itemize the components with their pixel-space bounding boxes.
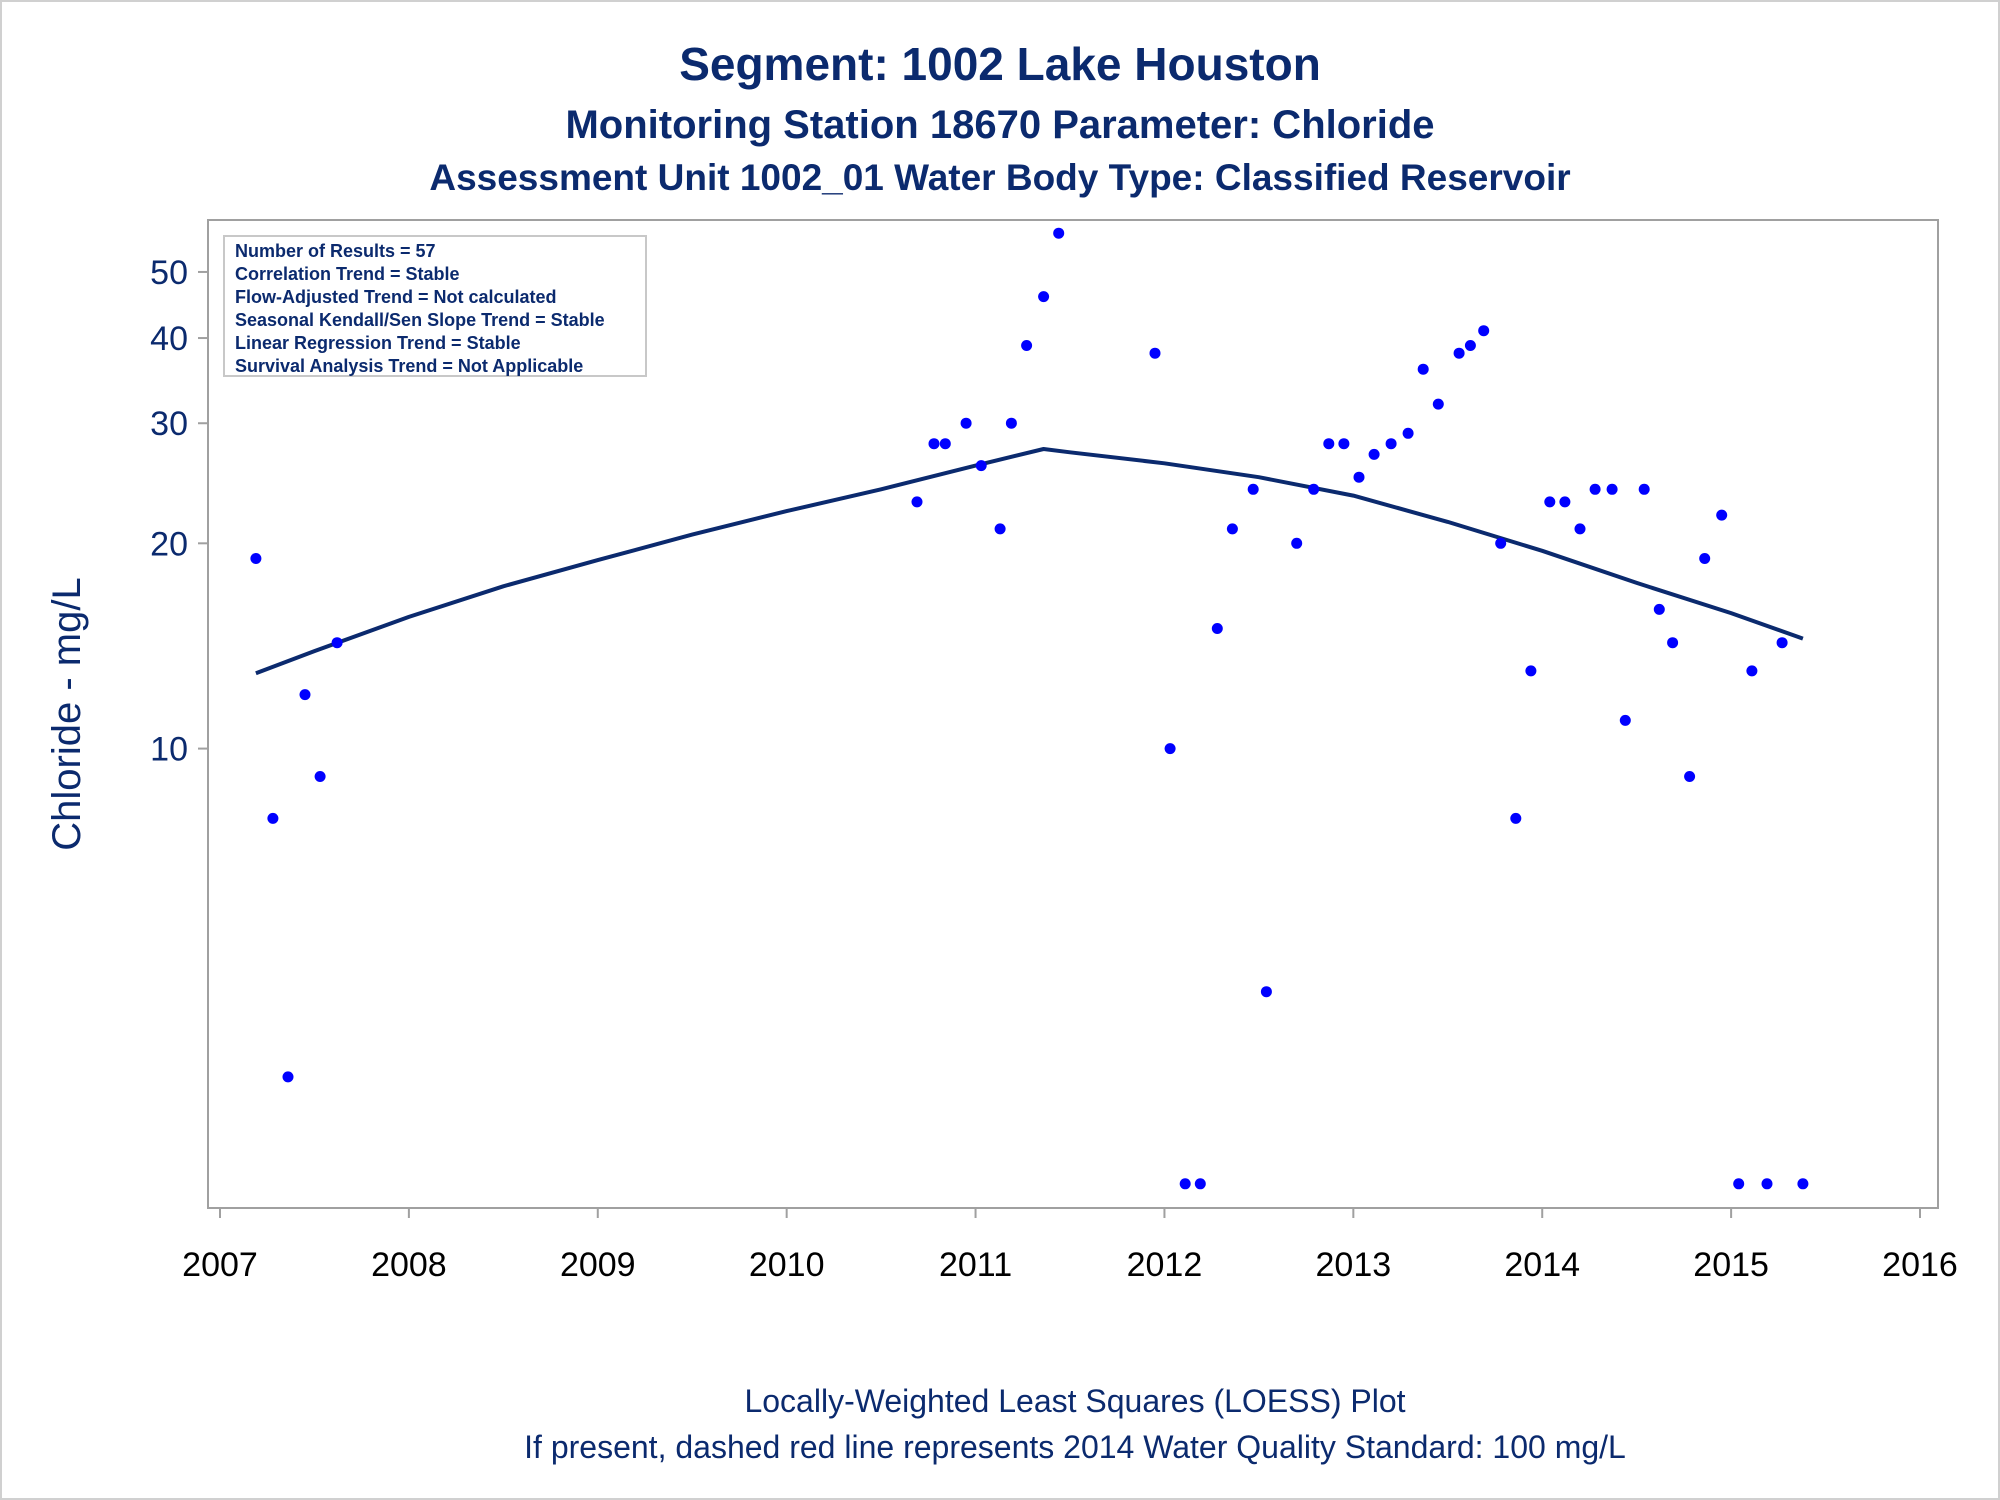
- data-point: [960, 417, 972, 429]
- data-point: [299, 689, 311, 701]
- data-point: [1417, 363, 1429, 375]
- stats-box-border: [223, 235, 647, 377]
- data-point: [1638, 483, 1650, 495]
- data-point: [1038, 291, 1050, 303]
- data-point: [331, 637, 343, 649]
- x-tick-label: 2015: [1693, 1246, 1769, 1284]
- data-point: [975, 460, 987, 472]
- y-tick-label: 20: [150, 525, 188, 563]
- data-point: [1308, 483, 1320, 495]
- data-point: [1021, 340, 1033, 351]
- data-point: [939, 438, 951, 450]
- data-point: [1544, 496, 1556, 508]
- data-point: [1053, 227, 1065, 239]
- x-tick-label: 2007: [182, 1246, 258, 1284]
- data-points: [250, 227, 1809, 1190]
- data-point: [1368, 448, 1380, 460]
- data-point: [1761, 1178, 1773, 1190]
- x-tick-label: 2014: [1504, 1246, 1580, 1284]
- data-point: [1164, 743, 1176, 755]
- data-point: [1323, 438, 1335, 450]
- x-tick-label: 2008: [371, 1246, 447, 1284]
- data-point: [1291, 537, 1303, 549]
- data-point: [1699, 553, 1711, 564]
- data-point: [1453, 347, 1465, 359]
- data-point: [1260, 986, 1272, 998]
- data-point: [928, 438, 940, 450]
- stat-survival-analysis-trend: Survival Analysis Trend = Not Applicable: [235, 356, 583, 376]
- data-point: [1510, 812, 1522, 824]
- data-point: [267, 812, 279, 824]
- data-point: [1495, 537, 1507, 549]
- chart-title: Segment: 1002 Lake Houston: [679, 38, 1321, 90]
- data-point: [314, 771, 326, 782]
- data-point: [1589, 483, 1601, 495]
- data-point: [1619, 714, 1631, 726]
- x-tick-label: 2009: [560, 1246, 636, 1284]
- y-tick-label: 30: [150, 405, 188, 443]
- data-point: [1338, 438, 1350, 450]
- x-tick-label: 2012: [1127, 1246, 1203, 1284]
- data-point: [1667, 637, 1679, 649]
- x-tick-label: 2013: [1316, 1246, 1392, 1284]
- y-tick-label: 50: [150, 254, 188, 292]
- chart-subtitle: Monitoring Station 18670 Parameter: Chlo…: [565, 103, 1434, 147]
- data-point: [1432, 398, 1444, 410]
- stat-correlation-trend: Correlation Trend = Stable: [235, 264, 460, 284]
- x-tick-label: 2016: [1882, 1246, 1958, 1284]
- stat-number-of-results: Number of Results = 57: [235, 241, 436, 261]
- data-point: [1797, 1178, 1809, 1190]
- data-point: [250, 553, 262, 564]
- x-tick-label: 2010: [749, 1246, 825, 1284]
- data-point: [1211, 623, 1223, 634]
- data-point: [1353, 471, 1365, 483]
- data-point: [1733, 1178, 1745, 1190]
- data-point: [1464, 340, 1476, 351]
- data-point: [1559, 496, 1571, 508]
- data-point: [1684, 771, 1696, 782]
- chart-subtitle-2: Assessment Unit 1002_01 Water Body Type:…: [429, 157, 1570, 198]
- loess-trend: [255, 447, 1804, 676]
- stat-flow-adjusted-trend: Flow-Adjusted Trend = Not calculated: [235, 287, 557, 307]
- data-point: [1194, 1178, 1206, 1190]
- loess-line: [255, 447, 1804, 676]
- footnote-loess: Locally-Weighted Least Squares (LOESS) P…: [744, 1383, 1405, 1419]
- y-axis: 10 20 30 40 50: [150, 254, 208, 769]
- data-point: [1149, 347, 1161, 359]
- data-point: [911, 496, 923, 508]
- data-point: [1478, 325, 1490, 337]
- data-point: [1247, 483, 1259, 495]
- y-tick-label: 40: [150, 320, 188, 358]
- data-point: [1226, 523, 1238, 535]
- x-tick-label: 2011: [939, 1246, 1012, 1284]
- stat-seasonal-kendall-trend: Seasonal Kendall/Sen Slope Trend = Stabl…: [235, 310, 605, 330]
- data-point: [1606, 483, 1618, 495]
- data-point: [1716, 509, 1728, 521]
- stats-box: Number of Results = 57 Correlation Trend…: [223, 235, 647, 377]
- footnote-standard: If present, dashed red line represents 2…: [524, 1429, 1626, 1465]
- data-point: [1776, 637, 1788, 649]
- data-point: [1402, 427, 1414, 439]
- data-point: [1005, 417, 1017, 429]
- stat-linear-regression-trend: Linear Regression Trend = Stable: [235, 333, 521, 353]
- y-axis-label: Chloride - mg/L: [45, 577, 89, 850]
- data-point: [1653, 603, 1665, 615]
- x-axis: 2007 2008 2009 2010 2011 2012 2013 2014 2015 2016: [182, 1208, 1958, 1284]
- data-point: [282, 1071, 294, 1083]
- data-point: [1385, 438, 1397, 450]
- data-point: [1525, 665, 1537, 677]
- data-point: [1179, 1178, 1191, 1190]
- data-point: [994, 523, 1006, 535]
- y-tick-label: 10: [150, 731, 188, 769]
- data-point: [1574, 523, 1586, 535]
- data-point: [1746, 665, 1758, 677]
- plot-area: [207, 219, 1939, 1209]
